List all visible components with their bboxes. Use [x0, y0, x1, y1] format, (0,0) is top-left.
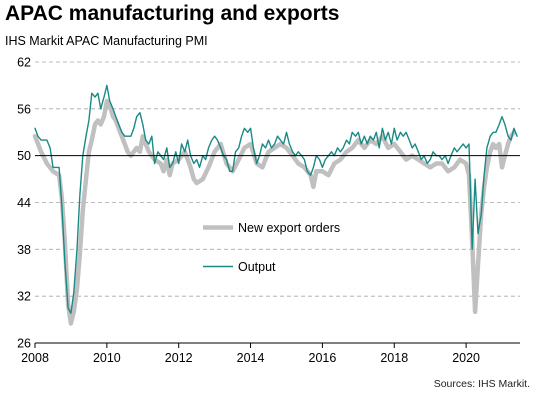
x-tick-label: 2018	[380, 351, 408, 365]
legend-label-output: Output	[238, 260, 276, 274]
y-tick-label: 50	[17, 149, 31, 163]
series-line-output	[34, 84, 518, 314]
x-tick-label: 2010	[93, 351, 121, 365]
x-tick-label: 2012	[165, 351, 193, 365]
x-tick-label: 2014	[237, 351, 265, 365]
y-tick-label: 56	[17, 102, 31, 116]
y-tick-label: 38	[17, 243, 31, 257]
y-tick-label: 62	[17, 56, 31, 70]
y-tick-label: 32	[17, 290, 31, 304]
y-tick-label: 26	[17, 337, 31, 351]
x-tick-label: 2016	[309, 351, 337, 365]
legend-label-new-export-orders: New export orders	[238, 221, 340, 235]
source-note: Sources: IHS Markit.	[433, 378, 530, 390]
series-line-new-export-orders	[32, 98, 517, 326]
x-tick-label: 2008	[21, 351, 49, 365]
x-tick-label: 2020	[452, 351, 480, 365]
y-tick-label: 44	[17, 196, 31, 210]
chart-subtitle: IHS Markit APAC Manufacturing PMI	[5, 34, 208, 48]
chart-title: APAC manufacturing and exports	[5, 2, 340, 25]
